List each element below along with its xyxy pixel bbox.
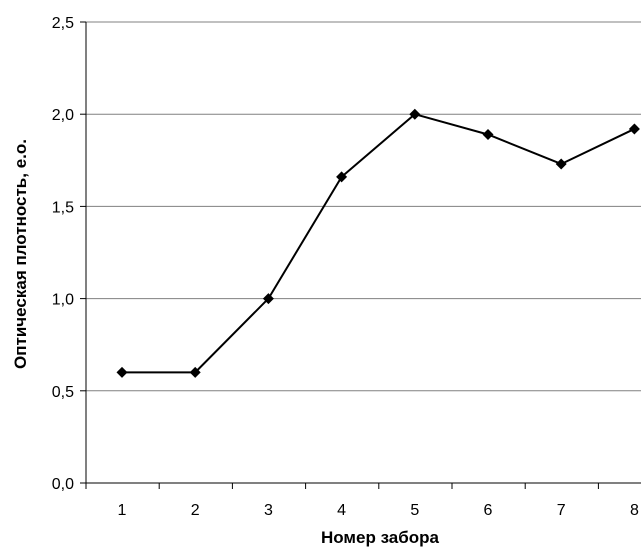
x-tick-label: 3 [264,502,273,519]
x-tick-label: 2 [191,502,200,519]
data-point-marker [336,171,348,183]
y-tick-label: 1,5 [52,199,74,216]
data-point-marker [262,293,274,305]
data-point-marker [628,123,640,135]
y-tick-label: 0,0 [52,476,74,493]
series-line [122,113,635,374]
series-group [116,108,640,378]
y-tick-label: 2,5 [52,15,74,32]
y-tick-label: 2,0 [52,107,74,124]
x-tick-label: 4 [337,502,346,519]
x-tick-label: 8 [630,502,639,519]
y-tick-label: 0,5 [52,384,74,401]
x-tick-label: 5 [410,502,419,519]
y-tick-label: 1,0 [52,292,74,309]
x-tick-label: 7 [557,502,566,519]
x-axis-title: Номер забора [321,528,440,547]
data-point-marker [189,366,201,378]
x-tick-label: 1 [118,502,127,519]
gridlines [86,21,641,392]
data-point-marker [409,108,421,120]
data-point-marker [482,128,494,140]
x-tick-label: 6 [484,502,493,519]
y-axis-title: Оптическая плотность, е.о. [11,139,30,369]
tick-labels: 0,0 0,5 1,0 1,5 2,0 2,5 1 2 3 4 5 6 7 8 [52,15,639,519]
axes [80,21,641,489]
data-point-marker [555,158,567,170]
data-point-marker [116,366,128,378]
